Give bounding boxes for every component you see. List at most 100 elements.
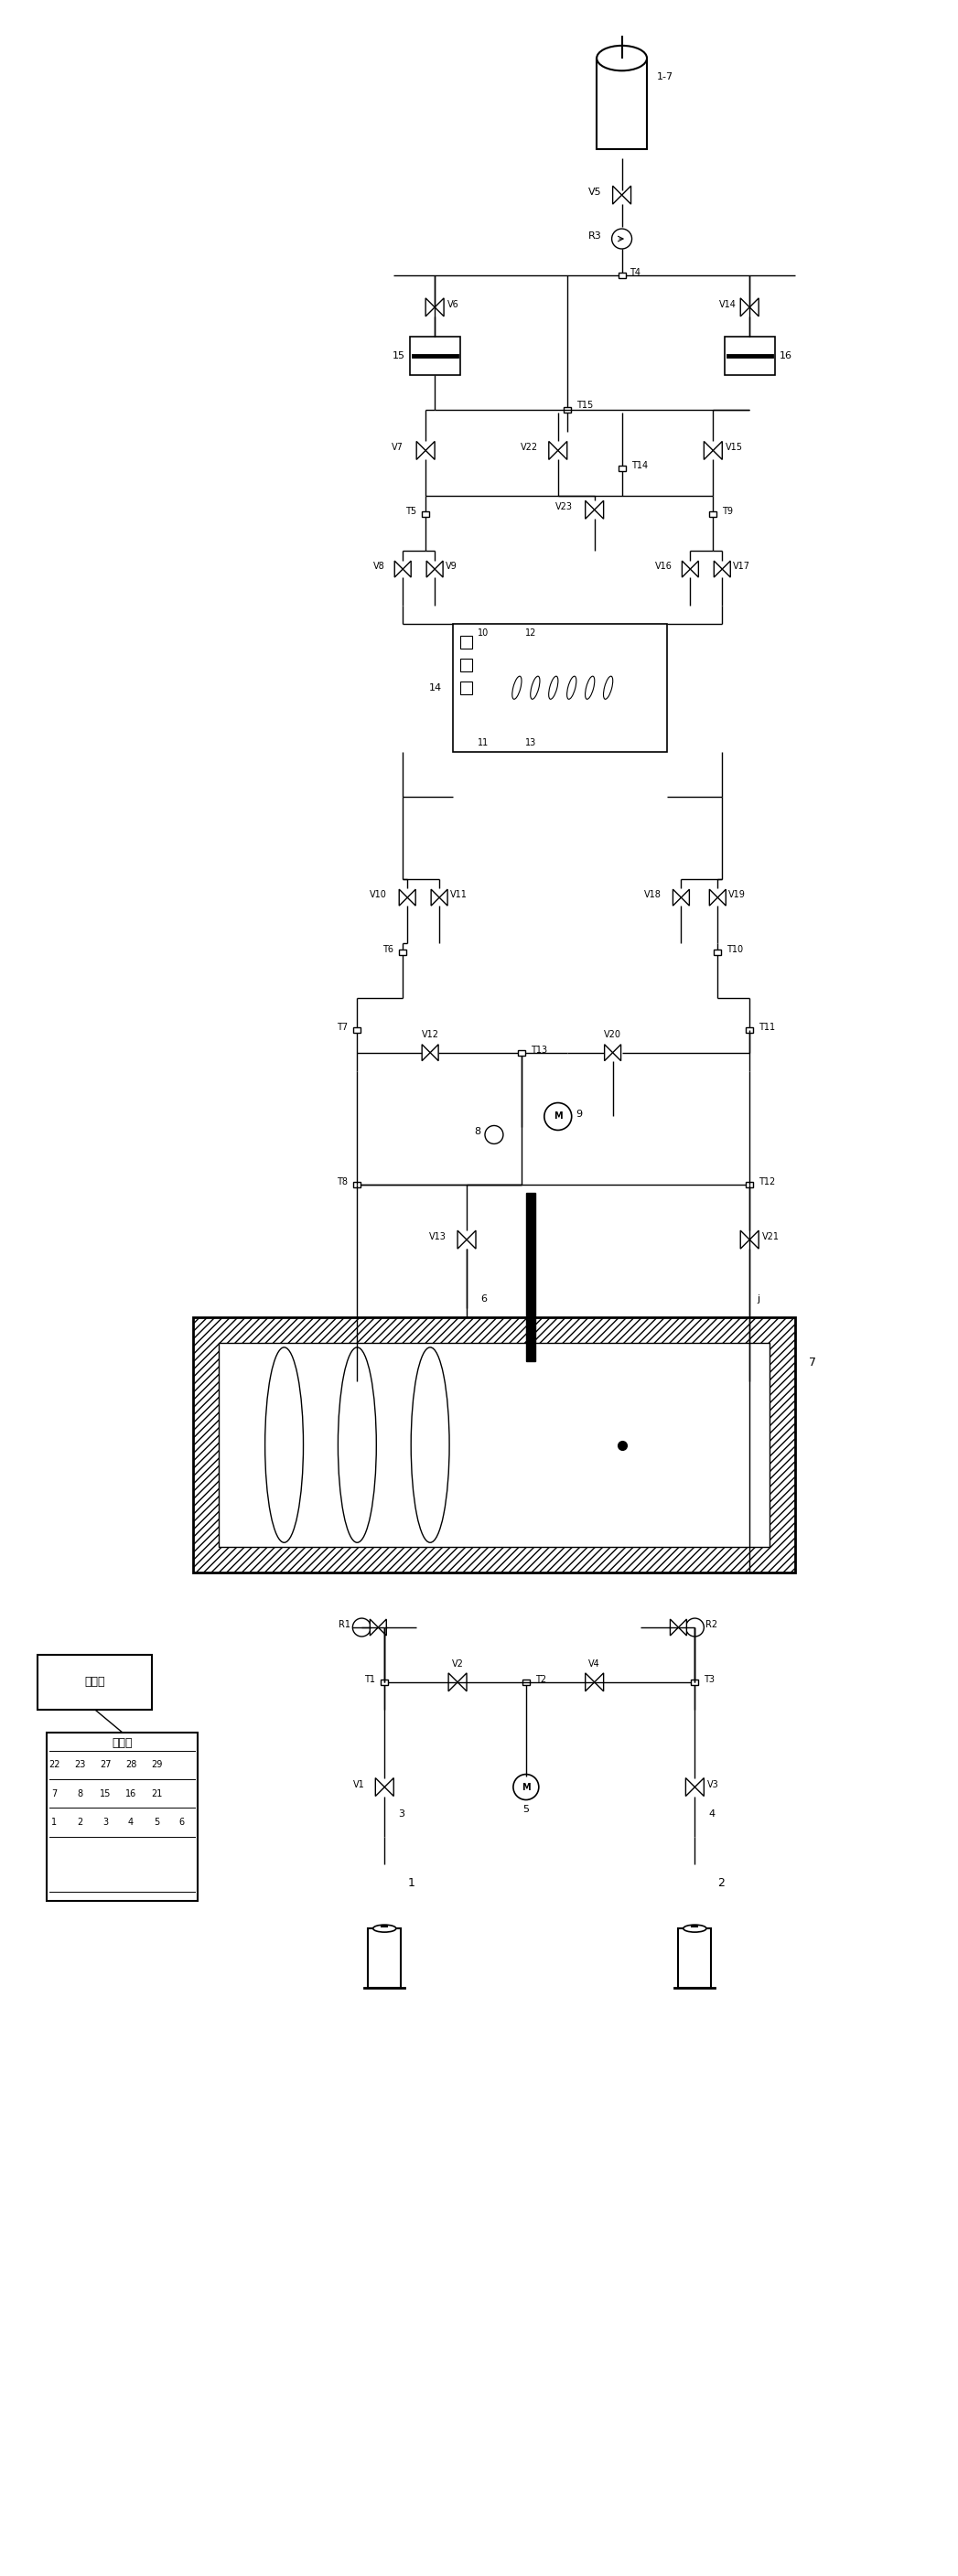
Text: 16: 16 — [125, 1788, 136, 1798]
Polygon shape — [426, 562, 435, 577]
Text: R1: R1 — [339, 1620, 351, 1628]
Polygon shape — [458, 1672, 467, 1692]
Text: 4: 4 — [128, 1819, 134, 1826]
Text: V5: V5 — [588, 188, 602, 196]
Text: V10: V10 — [370, 891, 387, 899]
Polygon shape — [376, 1777, 384, 1795]
Text: V19: V19 — [729, 891, 746, 899]
Polygon shape — [749, 299, 759, 317]
Polygon shape — [407, 889, 416, 907]
Text: T12: T12 — [759, 1177, 775, 1188]
Bar — [422, 513, 429, 518]
Bar — [354, 1028, 361, 1033]
Text: 2: 2 — [77, 1819, 82, 1826]
Text: 6: 6 — [179, 1819, 185, 1826]
Text: T9: T9 — [722, 507, 733, 515]
Ellipse shape — [597, 46, 647, 70]
Bar — [193, 1316, 795, 1574]
Text: T15: T15 — [576, 399, 593, 410]
Polygon shape — [425, 299, 435, 317]
Polygon shape — [370, 1620, 378, 1636]
Polygon shape — [714, 562, 722, 577]
Polygon shape — [695, 1777, 704, 1795]
Text: 1-7: 1-7 — [656, 72, 673, 80]
Ellipse shape — [683, 1924, 706, 1932]
Text: V7: V7 — [392, 443, 403, 453]
Text: V14: V14 — [719, 299, 737, 309]
Polygon shape — [402, 562, 411, 577]
Text: 14: 14 — [429, 683, 442, 693]
Text: V2: V2 — [451, 1659, 464, 1669]
Text: 12: 12 — [525, 629, 536, 636]
Text: T4: T4 — [629, 268, 640, 278]
Polygon shape — [673, 889, 681, 907]
Text: V11: V11 — [450, 891, 468, 899]
Polygon shape — [681, 889, 690, 907]
Text: 15: 15 — [392, 350, 405, 361]
Polygon shape — [613, 1043, 621, 1061]
Polygon shape — [440, 889, 447, 907]
Bar — [526, 1193, 536, 1360]
Bar — [724, 337, 775, 374]
Polygon shape — [682, 562, 691, 577]
Bar — [746, 1028, 753, 1033]
Text: 11: 11 — [477, 737, 489, 747]
Polygon shape — [448, 1672, 458, 1692]
Polygon shape — [604, 1043, 613, 1061]
Bar — [691, 1680, 698, 1685]
Polygon shape — [671, 1620, 678, 1636]
Bar — [710, 513, 717, 518]
Text: 28: 28 — [125, 1759, 137, 1770]
Polygon shape — [549, 440, 558, 459]
Polygon shape — [425, 440, 435, 459]
Bar — [354, 1182, 361, 1188]
Polygon shape — [678, 1620, 687, 1636]
Polygon shape — [622, 185, 631, 204]
Text: 29: 29 — [150, 1759, 162, 1770]
Polygon shape — [710, 889, 718, 907]
Polygon shape — [686, 1777, 695, 1795]
Polygon shape — [741, 299, 749, 317]
Text: T14: T14 — [631, 461, 648, 471]
Ellipse shape — [373, 1924, 396, 1932]
Text: 1: 1 — [407, 1878, 415, 1888]
Polygon shape — [558, 440, 567, 459]
Text: 27: 27 — [100, 1759, 111, 1770]
Polygon shape — [613, 185, 622, 204]
Bar — [410, 337, 460, 374]
Text: M: M — [521, 1783, 531, 1793]
Polygon shape — [399, 889, 407, 907]
Text: V1: V1 — [353, 1780, 364, 1788]
Text: 16: 16 — [779, 350, 792, 361]
Text: V9: V9 — [445, 562, 457, 572]
Bar — [453, 623, 668, 752]
Bar — [460, 659, 472, 672]
Text: R3: R3 — [588, 232, 602, 240]
Text: V6: V6 — [447, 299, 459, 309]
Bar — [460, 680, 472, 693]
Polygon shape — [435, 562, 443, 577]
Text: 22: 22 — [49, 1759, 60, 1770]
Bar — [714, 951, 721, 956]
Polygon shape — [417, 440, 425, 459]
Text: 计算机: 计算机 — [84, 1677, 105, 1687]
Text: V12: V12 — [422, 1030, 439, 1038]
Text: M: M — [554, 1113, 562, 1121]
Bar — [218, 1342, 769, 1548]
Polygon shape — [691, 562, 698, 577]
Text: T1: T1 — [364, 1674, 376, 1685]
Text: T3: T3 — [704, 1674, 715, 1685]
Text: 13: 13 — [525, 737, 536, 747]
Text: V8: V8 — [373, 562, 384, 572]
Bar — [746, 1182, 753, 1188]
Bar — [618, 466, 626, 471]
Text: T11: T11 — [759, 1023, 775, 1030]
Text: V3: V3 — [708, 1780, 719, 1788]
Polygon shape — [435, 299, 444, 317]
Text: 9: 9 — [576, 1110, 582, 1118]
Polygon shape — [430, 1043, 439, 1061]
Bar — [368, 1929, 401, 1989]
Bar — [381, 1680, 388, 1685]
Polygon shape — [458, 1231, 467, 1249]
Polygon shape — [431, 889, 440, 907]
